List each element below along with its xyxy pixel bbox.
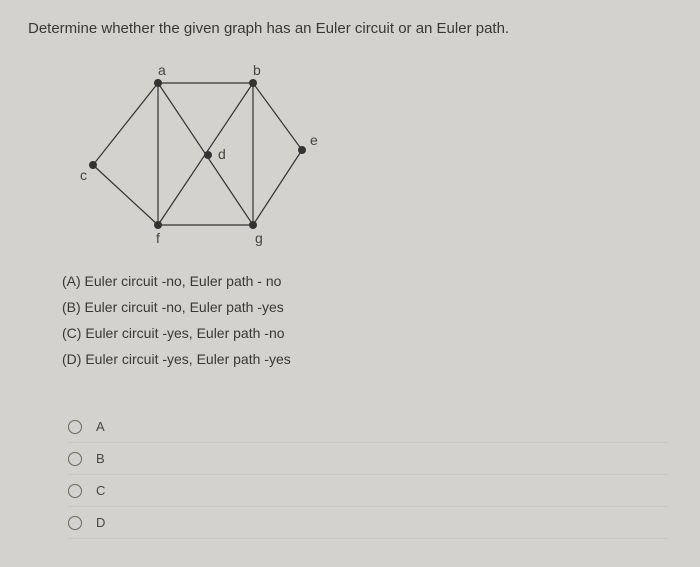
graph-node [154, 79, 162, 87]
option-d-label: D [96, 515, 105, 530]
graph-node-label: c [80, 167, 87, 183]
answer-desc-c: (C) Euler circuit -yes, Euler path -no [62, 325, 672, 341]
graph-edge [93, 165, 158, 225]
graph-node-label: b [253, 62, 261, 78]
graph-node [204, 151, 212, 159]
graph-node-label: g [255, 230, 263, 246]
graph-node [298, 146, 306, 154]
graph-edge [253, 83, 302, 150]
option-c[interactable]: C [68, 475, 668, 507]
radio-options: A B C D [68, 411, 672, 539]
graph-edge [253, 150, 302, 225]
option-d[interactable]: D [68, 507, 668, 539]
answer-desc-a: (A) Euler circuit -no, Euler path - no [62, 273, 672, 289]
option-c-label: C [96, 483, 105, 498]
option-b-label: B [96, 451, 105, 466]
option-a[interactable]: A [68, 411, 668, 443]
radio-icon [68, 452, 82, 466]
option-b[interactable]: B [68, 443, 668, 475]
graph-node [249, 221, 257, 229]
question-text: Determine whether the given graph has an… [28, 20, 672, 37]
graph-node-label: d [218, 146, 226, 162]
graph-svg: a b c d e f g [58, 55, 328, 255]
graph-figure: a b c d e f g [58, 55, 672, 255]
graph-node [154, 221, 162, 229]
graph-node [249, 79, 257, 87]
graph-edge [93, 83, 158, 165]
radio-icon [68, 484, 82, 498]
graph-node [89, 161, 97, 169]
graph-node-label: e [310, 132, 318, 148]
radio-icon [68, 516, 82, 530]
graph-node-label: a [158, 62, 166, 78]
option-a-label: A [96, 419, 105, 434]
radio-icon [68, 420, 82, 434]
answer-desc-b: (B) Euler circuit -no, Euler path -yes [62, 299, 672, 315]
graph-node-label: f [156, 230, 160, 246]
answer-descriptions: (A) Euler circuit -no, Euler path - no (… [62, 273, 672, 367]
answer-desc-d: (D) Euler circuit -yes, Euler path -yes [62, 351, 672, 367]
